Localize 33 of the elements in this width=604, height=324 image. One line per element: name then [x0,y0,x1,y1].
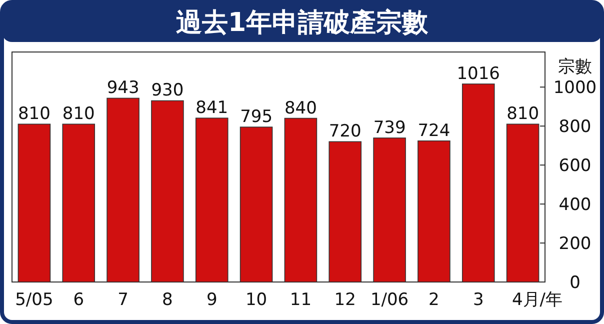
data-label: 739 [373,118,406,138]
x-tick-label: 4 [512,290,523,310]
x-tick-label: 3 [472,290,484,310]
y-tick-label: 1000 [553,78,597,98]
chart-title: 過去1年申請破產宗數 [176,8,430,38]
x-axis-title: 月/年 [522,290,563,310]
data-label: 724 [418,120,450,141]
y-tick-label: 800 [558,117,592,138]
x-tick-label: 9 [206,290,218,310]
data-label: 1016 [456,64,500,84]
x-tick-label: 12 [334,290,356,310]
data-label: 720 [328,122,362,142]
y-tick-label: 200 [558,234,592,254]
x-tick-label: 2 [428,290,440,310]
data-label: 840 [284,98,317,118]
y-axis-title: 宗數 [558,57,592,77]
x-tick-label: 7 [118,290,128,310]
data-label: 930 [151,80,184,101]
y-tick-label: 0 [570,273,580,293]
x-tick-label: 11 [290,290,312,310]
data-label: 943 [106,78,140,98]
x-tick-label: 8 [162,290,173,310]
data-label: 841 [196,98,228,118]
x-tick-label: 6 [73,290,84,310]
data-label: 810 [62,104,95,124]
x-tick-label: 10 [245,290,268,310]
y-tick-label: 600 [558,156,592,176]
x-tick-label: 1/06 [370,290,409,310]
x-tick-label: 5/05 [15,290,54,310]
data-label: 810 [506,104,540,124]
data-label: 810 [18,104,50,124]
data-label: 795 [240,107,273,128]
y-tick-label: 400 [558,195,592,216]
